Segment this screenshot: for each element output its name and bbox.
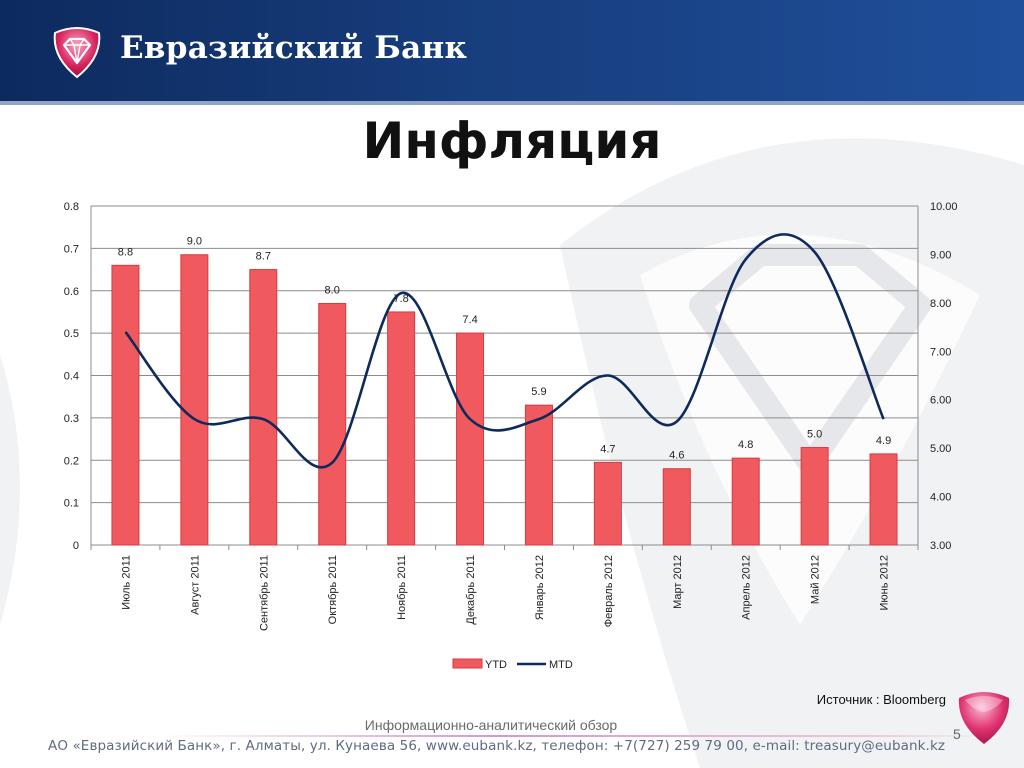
legend-ytd-label: YTD	[485, 659, 507, 671]
corner-gem-icon	[958, 692, 1010, 744]
chart-legend: YTD MTD	[452, 658, 573, 671]
left-tick-label: 0.8	[64, 201, 79, 213]
category-label: Апрель 2012	[741, 555, 753, 620]
category-label: Декабрь 2011	[465, 555, 477, 625]
ytd-data-label: 5.0	[807, 429, 822, 441]
ytd-bar	[111, 264, 140, 546]
source-note: Источник : Bloomberg	[816, 692, 946, 707]
right-axis-ticks: 3.00 4.00 5.00 6.00 7.00 8.00 9.00 10.00	[930, 201, 958, 552]
page-title: Инфляция	[362, 112, 662, 170]
ytd-data-label: 8.8	[118, 246, 133, 258]
right-tick-label: 4.00	[930, 492, 951, 504]
left-tick-label: 0.2	[64, 455, 79, 467]
data-labels: 8.89.08.78.07.87.45.94.74.64.85.04.9	[118, 236, 891, 462]
page-number: 5	[953, 726, 961, 742]
ytd-data-label: 9.0	[187, 236, 202, 248]
brand-name: Евразийский Банк	[120, 30, 468, 66]
left-axis-ticks: 0 0.1 0.2 0.3 0.4 0.5 0.6 0.7 0.8	[64, 201, 79, 552]
ytd-data-label: 8.0	[325, 284, 340, 296]
left-tick-label: 0	[73, 540, 79, 552]
ytd-bar	[731, 457, 760, 546]
chart-gridlines	[91, 205, 918, 546]
category-label: Сентябрь 2011	[258, 555, 270, 631]
ytd-bar	[800, 447, 829, 546]
right-tick-label: 5.00	[930, 443, 951, 455]
footer-divider	[160, 735, 990, 737]
ytd-data-label: 7.4	[462, 314, 477, 326]
left-tick-label: 0.3	[64, 413, 79, 425]
left-tick-label: 0.5	[64, 328, 79, 340]
mtd-line	[124, 233, 885, 469]
background-watermark	[0, 138, 1024, 768]
legend-mtd-label: MTD	[549, 659, 573, 671]
category-label: Август 2011	[189, 555, 201, 615]
inflation-chart: 8.89.08.78.07.87.45.94.74.64.85.04.9 00.…	[64, 201, 958, 671]
category-label: Июль 2011	[120, 555, 132, 610]
right-tick-label: 10.00	[930, 201, 958, 213]
header-stripe	[0, 101, 1024, 105]
left-tick-label: 0.7	[64, 243, 79, 255]
ytd-data-label: 4.9	[876, 435, 891, 447]
ytd-data-label: 4.8	[738, 439, 753, 451]
ytd-bars	[111, 254, 898, 546]
category-labels: Июль 2011 Август 2011 Сентябрь 2011 Октябрь…	[120, 555, 890, 631]
legend-ytd-swatch	[452, 658, 483, 669]
ytd-bar	[524, 404, 553, 546]
ytd-bar	[318, 302, 347, 546]
ytd-bar	[593, 461, 622, 546]
ytd-data-label: 4.7	[600, 443, 615, 455]
category-label: Октябрь 2011	[327, 555, 339, 624]
right-tick-label: 6.00	[930, 395, 951, 407]
diamond-logo-icon	[53, 27, 101, 79]
right-tick-label: 3.00	[930, 540, 951, 552]
left-tick-label: 0.1	[64, 498, 79, 510]
ytd-bar	[180, 254, 209, 546]
ytd-bar	[662, 468, 691, 546]
ytd-bar	[869, 453, 898, 546]
ytd-bar	[387, 311, 416, 546]
right-tick-label: 7.00	[930, 346, 951, 358]
ytd-data-label: 4.6	[669, 450, 684, 462]
footer-publication: Информационно-аналитический обзор	[364, 717, 618, 733]
category-label: Июнь 2012	[879, 555, 891, 611]
mtd-line-group	[124, 233, 885, 469]
left-tick-label: 0.4	[64, 371, 79, 383]
ytd-bar	[249, 269, 278, 546]
ytd-bar	[456, 332, 485, 546]
header-banner: Евразийский Банк	[0, 0, 1024, 105]
right-tick-label: 8.00	[930, 298, 951, 310]
chart-axes	[90, 206, 919, 550]
left-tick-label: 0.6	[64, 286, 79, 298]
right-tick-label: 9.00	[930, 249, 951, 261]
category-label: Май 2012	[810, 555, 822, 604]
category-label: Февраль 2012	[603, 555, 615, 627]
category-label: Ноябрь 2011	[396, 555, 408, 620]
footer-contact: АО «Евразийский Банк», г. Алматы, ул. Ку…	[48, 738, 946, 754]
category-label: Март 2012	[672, 555, 684, 609]
category-label: Январь 2012	[534, 555, 546, 620]
ytd-data-label: 8.7	[256, 251, 271, 263]
ytd-data-label: 5.9	[531, 386, 546, 398]
